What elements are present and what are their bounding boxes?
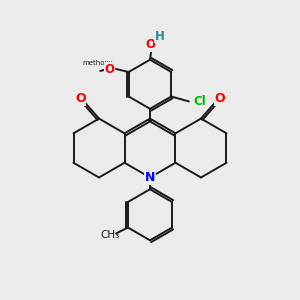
Text: N: N [145, 171, 155, 184]
Text: O: O [145, 38, 155, 52]
Text: Cl: Cl [194, 95, 207, 108]
Text: O: O [75, 92, 86, 106]
Text: O: O [104, 62, 114, 76]
Text: methoxy: methoxy [82, 60, 112, 66]
Text: O: O [214, 92, 225, 106]
Text: H: H [155, 30, 165, 43]
Text: CH₃: CH₃ [100, 230, 120, 240]
